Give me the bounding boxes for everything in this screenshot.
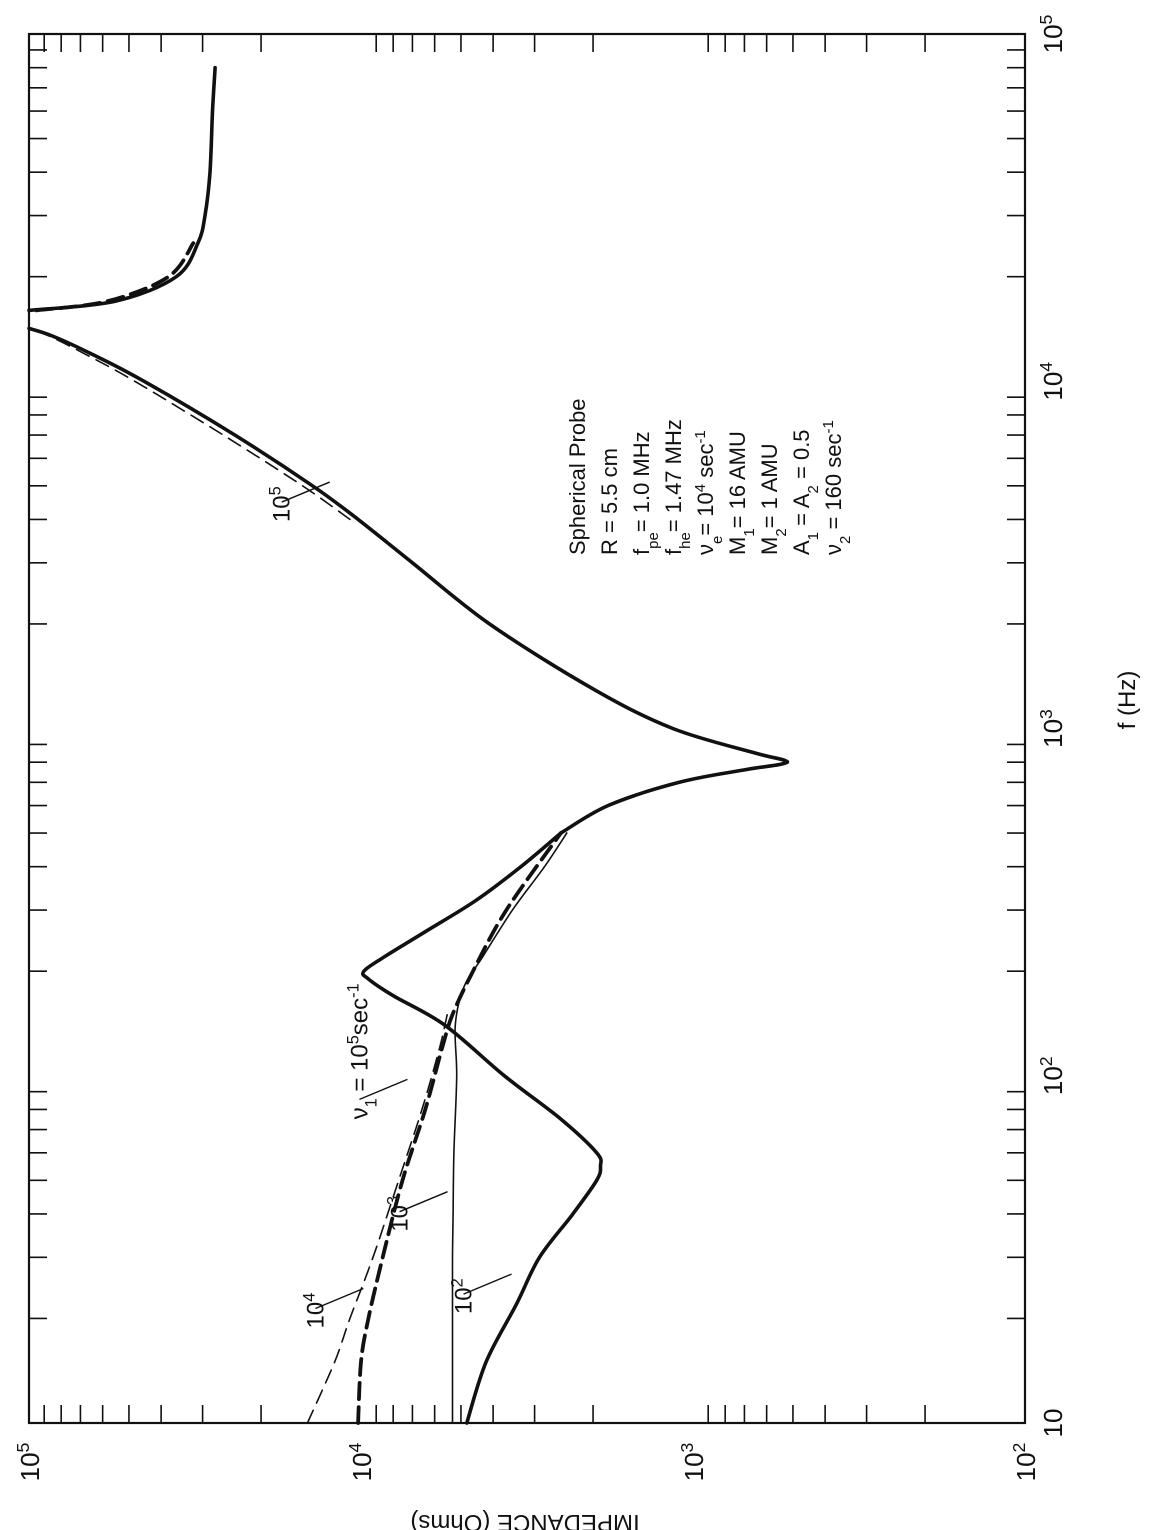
y-axis-title: IMPEDANCE (Ohms) xyxy=(410,1509,639,1530)
x-tick-label: 103 xyxy=(1036,709,1068,748)
annotation-line: R = 5.5 cm xyxy=(597,448,622,555)
series-line-common xyxy=(27,326,790,835)
series-line-10^5 xyxy=(306,1013,448,1424)
x-tick-label: 10 xyxy=(1038,1409,1068,1438)
curve-label-leader xyxy=(463,1273,512,1295)
series-line-upper-dashed xyxy=(34,241,196,313)
y-tick-label: 104 xyxy=(345,1442,377,1481)
plot-border xyxy=(27,32,1027,1425)
curve-label-leader xyxy=(399,1191,448,1213)
annotation-line: A1 = A2 = 0.5 xyxy=(789,429,822,555)
y-tick-label: 103 xyxy=(677,1442,709,1481)
annotation-line: ν2 = 160 sec-1 xyxy=(820,420,854,555)
curve-label: ν1 = 105sec-1 xyxy=(344,983,380,1119)
annotation-line: fhe= 1.47 MHz xyxy=(661,419,694,555)
annotation-line: Spherical Probe xyxy=(565,398,590,555)
series-line-10^4 xyxy=(356,831,563,1425)
annotation-line: νe= 104 sec-1 xyxy=(692,430,726,555)
plot-frame xyxy=(27,32,1027,1425)
annotation-line: M2= 1 AMU xyxy=(757,443,790,555)
annotation-line: M1= 16 AMU xyxy=(725,431,758,555)
curves xyxy=(27,65,790,1425)
labels: 10 102 103 104 105 102 103 104 105 f (Hz) IMPEDANC… xyxy=(13,14,1141,1530)
curve-label-leader xyxy=(281,481,330,503)
series-line-10^2 xyxy=(360,831,603,1425)
curve-label: 103 xyxy=(385,1196,414,1232)
y-tick-label: 102 xyxy=(1009,1443,1041,1482)
curve-label-leader xyxy=(315,1287,364,1310)
series-line-10^3 xyxy=(451,832,568,1424)
curve-label: 104 xyxy=(300,1293,329,1329)
series-line-common-dashed xyxy=(28,327,351,521)
x-axis-title: f (Hz) xyxy=(1114,671,1141,730)
x-tick-label: 102 xyxy=(1036,1056,1068,1095)
series-line-upper xyxy=(27,65,217,313)
annotation-line: fpe= 1.0 MHz xyxy=(629,431,662,555)
x-tick-label: 104 xyxy=(1036,362,1068,401)
y-tick-label: 105 xyxy=(13,1442,45,1481)
curve-label-leader xyxy=(359,1078,408,1101)
curve-label: 102 xyxy=(449,1278,478,1314)
tick-marks xyxy=(29,34,1025,1423)
curve-label: 105 xyxy=(267,486,296,522)
x-tick-label: 105 xyxy=(1036,14,1068,53)
